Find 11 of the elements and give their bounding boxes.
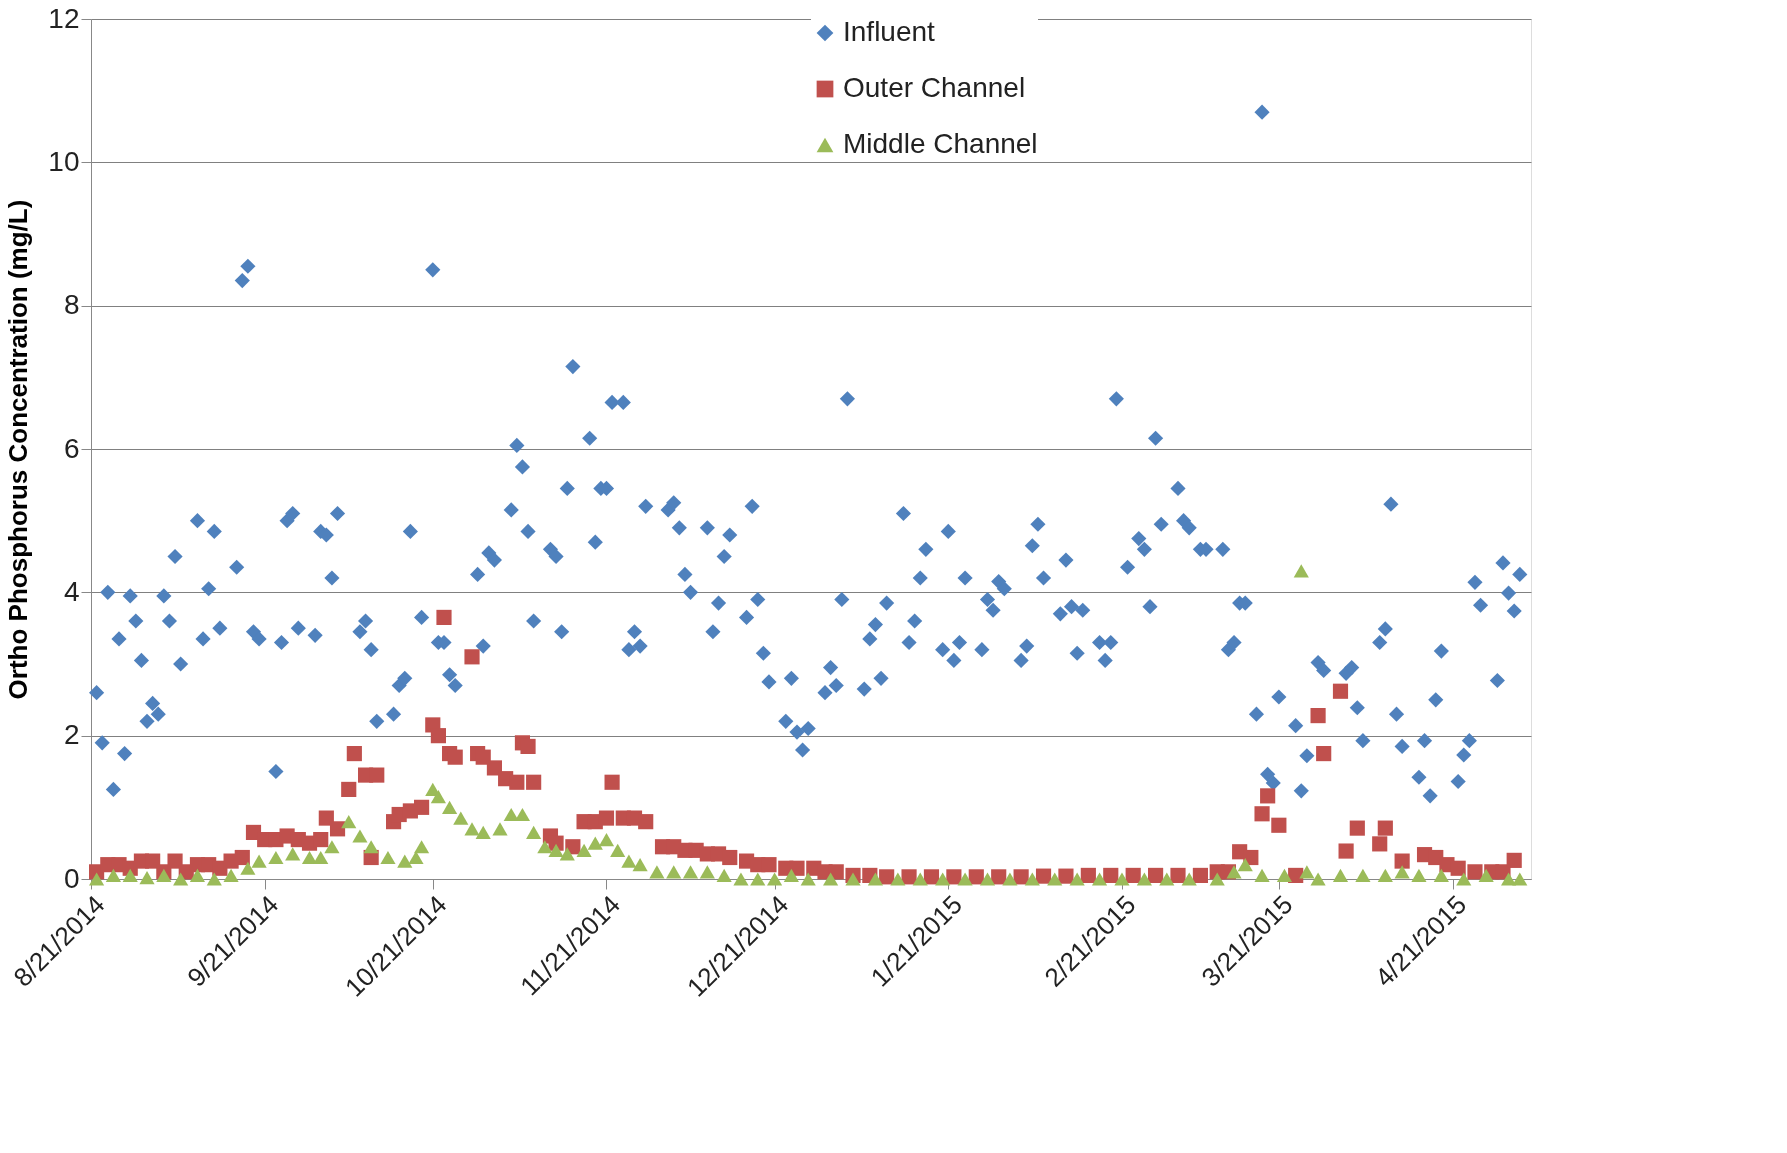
y-tick-label: 2 <box>63 719 80 751</box>
legend-label: Influent <box>843 16 936 47</box>
y-axis-title: Ortho Phosphorus Concentration (mg/L) <box>3 199 34 700</box>
legend-label: Outer Channel <box>843 72 1026 103</box>
y-tick-label: 6 <box>63 432 80 464</box>
y-tick-label: 10 <box>48 145 80 177</box>
y-tick-label: 12 <box>48 2 80 34</box>
y-tick-label: 4 <box>63 575 80 607</box>
y-tick-label: 0 <box>63 862 80 894</box>
legend-label: Middle Channel <box>843 128 1038 159</box>
y-tick-label: 8 <box>63 289 80 321</box>
